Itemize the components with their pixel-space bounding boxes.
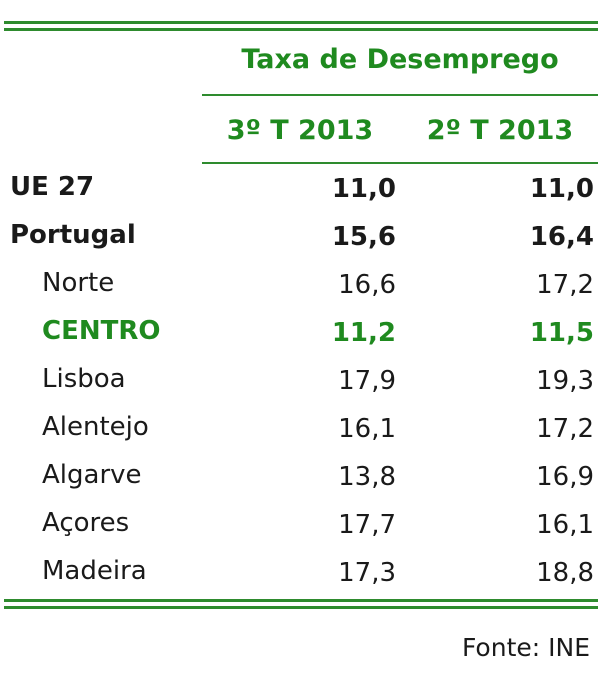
row-value-3t: 15,6 (331, 222, 396, 252)
table-row-alentejo: Alentejo 16,1 17,2 (0, 403, 600, 451)
row-value-3t: 11,2 (331, 318, 396, 348)
row-label: Portugal (10, 220, 136, 250)
top-rule-2 (4, 28, 598, 31)
row-value-2t: 16,9 (536, 462, 594, 492)
bottom-rule-2 (4, 606, 598, 609)
top-rule-1 (4, 21, 598, 24)
column-header-2t-2013: 2º T 2013 (426, 115, 574, 146)
row-value-2t: 19,3 (536, 366, 594, 396)
row-label: CENTRO (42, 316, 161, 346)
row-value-2t: 11,0 (529, 174, 594, 204)
bottom-rule-1 (4, 599, 598, 602)
table-row-norte: Norte 16,6 17,2 (0, 259, 600, 307)
row-label: Algarve (42, 460, 142, 490)
header-title: Taxa de Desemprego (241, 44, 559, 75)
row-value-3t: 17,9 (338, 366, 396, 396)
row-value-3t: 16,6 (338, 270, 396, 300)
column-header-3t-2013: 3º T 2013 (226, 115, 374, 146)
row-value-2t: 17,2 (536, 270, 594, 300)
column-header-divider (202, 162, 598, 164)
row-value-3t: 17,3 (338, 558, 396, 588)
row-label: UE 27 (10, 172, 95, 202)
table-row-algarve: Algarve 13,8 16,9 (0, 451, 600, 499)
row-value-2t: 17,2 (536, 414, 594, 444)
row-label: Açores (42, 508, 130, 538)
row-value-2t: 16,1 (536, 510, 594, 540)
table-row-centro: CENTRO 11,2 11,5 (0, 307, 600, 355)
row-label: Norte (42, 268, 115, 298)
table-row-acores: Açores 17,7 16,1 (0, 499, 600, 547)
row-value-3t: 16,1 (338, 414, 396, 444)
row-label: Lisboa (42, 364, 126, 394)
row-value-2t: 16,4 (529, 222, 594, 252)
source-note: Fonte: INE (461, 633, 590, 662)
row-label: Alentejo (42, 412, 149, 442)
table-row-ue27: UE 27 11,0 11,0 (0, 163, 600, 211)
row-value-2t: 18,8 (536, 558, 594, 588)
table-row-lisboa: Lisboa 17,9 19,3 (0, 355, 600, 403)
row-value-3t: 11,0 (331, 174, 396, 204)
row-label: Madeira (42, 556, 147, 586)
header-divider (202, 94, 598, 96)
table-row-portugal: Portugal 15,6 16,4 (0, 211, 600, 259)
row-value-3t: 13,8 (338, 462, 396, 492)
row-value-2t: 11,5 (529, 318, 594, 348)
row-value-3t: 17,7 (338, 510, 396, 540)
table-row-madeira: Madeira 17,3 18,8 (0, 547, 600, 595)
